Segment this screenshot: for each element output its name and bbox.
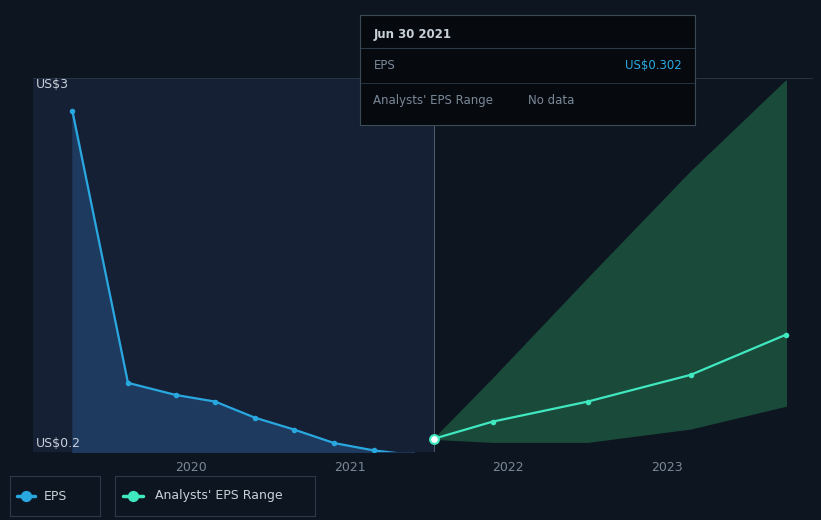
Text: No data: No data bbox=[528, 94, 574, 107]
Point bbox=[367, 446, 380, 454]
Text: EPS: EPS bbox=[44, 489, 67, 502]
Point bbox=[122, 379, 135, 387]
Text: US$3: US$3 bbox=[36, 78, 69, 91]
Text: EPS: EPS bbox=[374, 59, 395, 72]
Point bbox=[169, 391, 182, 399]
Point bbox=[684, 371, 697, 379]
Text: US$0.2: US$0.2 bbox=[36, 437, 81, 450]
Point bbox=[406, 451, 420, 459]
Point bbox=[20, 492, 33, 500]
Point bbox=[248, 413, 261, 422]
Text: Analysts Forecasts: Analysts Forecasts bbox=[440, 85, 557, 98]
Point bbox=[126, 492, 140, 500]
Text: Analysts' EPS Range: Analysts' EPS Range bbox=[155, 489, 282, 502]
Text: Actual: Actual bbox=[388, 85, 428, 98]
Point bbox=[486, 418, 499, 426]
Point bbox=[428, 435, 441, 443]
Point bbox=[779, 331, 792, 339]
Text: US$0.302: US$0.302 bbox=[625, 59, 681, 72]
Point bbox=[581, 397, 594, 406]
Point bbox=[66, 107, 79, 115]
Point bbox=[288, 425, 301, 434]
Bar bbox=[434, 78, 813, 452]
Point bbox=[428, 435, 441, 443]
Point bbox=[328, 439, 341, 447]
Point bbox=[209, 397, 222, 406]
Text: Jun 30 2021: Jun 30 2021 bbox=[374, 28, 452, 41]
Bar bbox=[33, 78, 434, 452]
Text: Analysts' EPS Range: Analysts' EPS Range bbox=[374, 94, 493, 107]
